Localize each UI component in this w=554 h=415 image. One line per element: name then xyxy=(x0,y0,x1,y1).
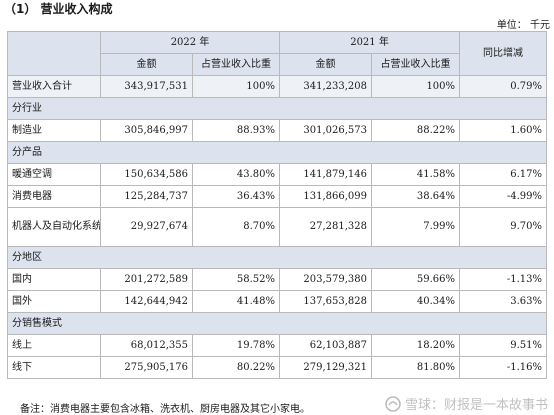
cell-yoy: 1.60% xyxy=(459,119,548,142)
header-2022: 2022 年 xyxy=(99,31,281,54)
cell-yoy: -1.13% xyxy=(459,268,548,291)
cell-ratio-2021: 40.34% xyxy=(371,290,461,313)
section-row-product: 分产品 xyxy=(6,141,548,164)
cell-yoy: 6.17% xyxy=(459,163,548,186)
table-row: 消费电器 125,284,737 36.43% 131,866,099 38.6… xyxy=(7,185,548,208)
watermark: 雪球：财报是一本故事书 xyxy=(385,394,548,413)
snowball-logo-icon xyxy=(385,395,401,412)
cell-amount-2022: 142,644,942 xyxy=(100,290,193,313)
cell-amount-2022: 68,012,355 xyxy=(100,334,193,357)
cell-amount-2021: 341,233,208 xyxy=(279,75,373,98)
table-row: 国内 201,272,589 58.52% 203,579,380 59.66%… xyxy=(7,268,548,291)
header-ratio-2021: 占营业收入比重 xyxy=(371,53,461,76)
watermark-text: 雪球：财报是一本故事书 xyxy=(404,398,548,413)
cell-ratio-2021: 7.99% xyxy=(371,207,461,247)
header-amount-2022: 金额 xyxy=(100,53,193,76)
table-row: 国外 142,644,942 41.48% 137,653,828 40.34%… xyxy=(7,290,548,313)
cell-ratio-2022: 88.93% xyxy=(191,119,281,142)
cell-yoy: 3.63% xyxy=(459,290,548,313)
header-blank xyxy=(7,31,101,76)
section-label: 分销售模式 xyxy=(6,312,548,335)
header-2021: 2021 年 xyxy=(279,31,461,54)
row-label: 线下 xyxy=(7,356,101,379)
cell-ratio-2022: 80.22% xyxy=(191,356,281,379)
row-label: 制造业 xyxy=(7,119,101,142)
header-ratio-2022: 占营业收入比重 xyxy=(191,53,281,76)
cell-amount-2022: 201,272,589 xyxy=(100,268,193,291)
cell-amount-2022: 29,927,674 xyxy=(100,207,193,247)
row-label: 机器人及自动化系统 xyxy=(7,207,101,247)
row-label: 消费电器 xyxy=(7,185,101,208)
cell-yoy: -4.99% xyxy=(459,185,548,208)
table-footnote: 备注：消费电器主要包含冰箱、洗衣机、厨房电器及其它小家电。 xyxy=(20,404,310,415)
table-row: 线下 275,905,176 80.22% 279,129,321 81.80%… xyxy=(7,356,548,379)
cell-ratio-2022: 19.78% xyxy=(191,334,281,357)
table-row: 机器人及自动化系统 29,927,674 8.70% 27,281,328 7.… xyxy=(7,207,548,247)
section-title: （1） 营业收入构成 xyxy=(4,2,113,16)
cell-amount-2021: 279,129,321 xyxy=(279,356,373,379)
cell-ratio-2021: 81.80% xyxy=(371,356,461,379)
cell-ratio-2021: 18.20% xyxy=(371,334,461,357)
cell-amount-2021: 203,579,380 xyxy=(279,268,373,291)
section-label: 分地区 xyxy=(6,246,548,269)
header-amount-2021: 金额 xyxy=(279,53,373,76)
unit-label: 单位： 千元 xyxy=(496,20,550,31)
section-row-industry: 分行业 xyxy=(6,97,548,120)
cell-yoy: 9.70% xyxy=(459,207,548,247)
cell-amount-2022: 343,917,531 xyxy=(100,75,193,98)
row-label: 线上 xyxy=(7,334,101,357)
cell-amount-2022: 125,284,737 xyxy=(100,185,193,208)
cell-yoy: 9.51% xyxy=(459,334,548,357)
cell-amount-2021: 301,026,573 xyxy=(279,119,373,142)
cell-ratio-2022: 8.70% xyxy=(191,207,281,247)
cell-amount-2022: 150,634,586 xyxy=(100,163,193,186)
cell-ratio-2021: 38.64% xyxy=(371,185,461,208)
cell-ratio-2021: 41.58% xyxy=(371,163,461,186)
revenue-table: 2022 年 2021 年 同比增减 金额 占营业收入比重 金额 占营业收入比重… xyxy=(6,31,548,379)
cell-ratio-2022: 36.43% xyxy=(191,185,281,208)
cell-ratio-2021: 100% xyxy=(371,75,461,98)
cell-ratio-2022: 41.48% xyxy=(191,290,281,313)
table-row-total: 营业收入合计 343,917,531 100% 341,233,208 100%… xyxy=(7,75,548,98)
row-label: 营业收入合计 xyxy=(7,75,101,98)
cell-amount-2021: 27,281,328 xyxy=(279,207,373,247)
cell-ratio-2021: 88.22% xyxy=(371,119,461,142)
cell-ratio-2022: 100% xyxy=(191,75,281,98)
cell-ratio-2022: 58.52% xyxy=(191,268,281,291)
cell-amount-2022: 275,905,176 xyxy=(100,356,193,379)
section-row-region: 分地区 xyxy=(6,246,548,269)
section-label: 分行业 xyxy=(6,97,548,120)
cell-ratio-2022: 43.80% xyxy=(191,163,281,186)
row-label: 国内 xyxy=(7,268,101,291)
cell-amount-2022: 305,846,997 xyxy=(100,119,193,142)
row-label: 国外 xyxy=(7,290,101,313)
cell-amount-2021: 131,866,099 xyxy=(279,185,373,208)
row-label: 暖通空调 xyxy=(7,163,101,186)
cell-ratio-2021: 59.66% xyxy=(371,268,461,291)
cell-amount-2021: 141,879,146 xyxy=(279,163,373,186)
table-row: 线上 68,012,355 19.78% 62,103,887 18.20% 9… xyxy=(7,334,548,357)
table-row: 暖通空调 150,634,586 43.80% 141,879,146 41.5… xyxy=(7,163,548,186)
section-row-sales: 分销售模式 xyxy=(6,312,548,335)
cell-yoy: 0.79% xyxy=(459,75,548,98)
cell-yoy: -1.16% xyxy=(459,356,548,379)
cell-amount-2021: 137,653,828 xyxy=(279,290,373,313)
cell-amount-2021: 62,103,887 xyxy=(279,334,373,357)
section-label: 分产品 xyxy=(6,141,548,164)
header-yoy: 同比增减 xyxy=(459,31,548,76)
header-row-years: 2022 年 2021 年 同比增减 xyxy=(7,31,548,76)
table-row: 制造业 305,846,997 88.93% 301,026,573 88.22… xyxy=(7,119,548,142)
